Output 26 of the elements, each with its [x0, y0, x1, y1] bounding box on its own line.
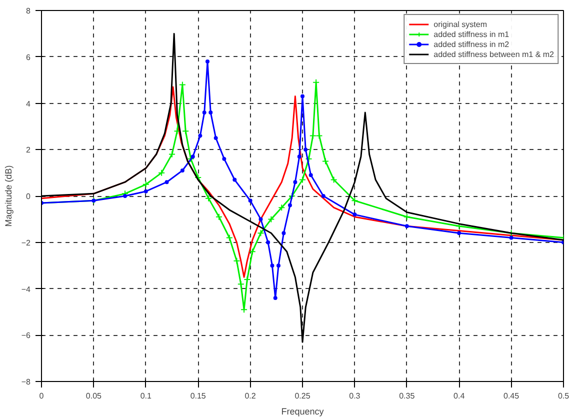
y-axis-title: Magnitude (dB): [3, 165, 14, 227]
x-tick-label: 0.35: [399, 392, 416, 400]
y-tick-label: 0: [26, 192, 32, 201]
x-axis-title: Frequency: [281, 406, 324, 416]
legend-label: original system: [434, 19, 487, 29]
x-tick-label: 0.5: [558, 392, 570, 400]
x-tick-label: 0.25: [294, 392, 311, 400]
x-tick-label: 0: [39, 392, 44, 400]
y-tick-label: −8: [21, 378, 32, 386]
y-tick-label: 8: [26, 6, 32, 16]
x-tick-label: 0.05: [86, 392, 102, 400]
x-tick-label: 0.15: [190, 392, 206, 400]
y-tick-label: −2: [21, 238, 32, 248]
y-tick-label: −6: [21, 331, 32, 340]
x-tick-label: 0.4: [454, 392, 466, 400]
y-tick-label: 2: [26, 146, 32, 155]
y-tick-label: −4: [21, 284, 32, 294]
x-tick-label: 0.1: [140, 392, 152, 400]
legend-label: added stiffness between m1 & m2: [434, 49, 554, 59]
y-tick-label: 6: [26, 52, 32, 62]
legend-label: added stiffness in m1: [434, 29, 510, 39]
legend-label: added stiffness in m2: [434, 39, 510, 49]
y-tick-label: 4: [26, 99, 32, 108]
x-tick-label: 0.2: [244, 392, 256, 400]
x-tick-label: 0.45: [504, 392, 520, 400]
x-tick-label: 0.3: [349, 392, 361, 400]
